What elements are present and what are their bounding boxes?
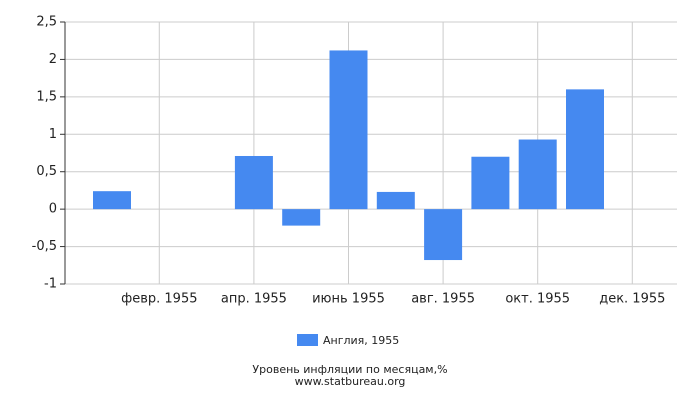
bar — [471, 156, 510, 210]
chart-subtitle: www.statbureau.org — [295, 375, 406, 388]
chart-title: Уровень инфляции по месяцам,% — [252, 363, 447, 376]
y-tick-label: 1 — [49, 127, 57, 142]
x-tick-label: февр. 1955 — [121, 292, 197, 307]
bar — [376, 191, 415, 210]
y-tick-label: 0,5 — [36, 164, 57, 179]
y-tick-label: 2,5 — [36, 15, 57, 30]
bar — [234, 155, 273, 210]
bar — [329, 50, 368, 210]
y-tick-label: -1 — [44, 277, 57, 292]
x-tick-label: окт. 1955 — [505, 292, 570, 307]
y-tick-label: 0 — [49, 202, 57, 217]
x-tick-label: дек. 1955 — [599, 292, 665, 307]
bar — [282, 209, 321, 226]
bar — [93, 191, 131, 210]
x-tick-label: апр. 1955 — [221, 292, 287, 307]
x-tick-label: июнь 1955 — [312, 292, 385, 307]
y-tick-label: 2 — [49, 52, 57, 67]
x-tick-label: авг. 1955 — [411, 292, 475, 307]
y-tick-label: 1,5 — [36, 89, 57, 104]
y-tick-label: -0,5 — [32, 239, 57, 254]
bar — [566, 89, 604, 210]
legend-swatch — [297, 334, 318, 346]
legend-label: Англия, 1955 — [323, 334, 399, 347]
bar — [518, 139, 557, 210]
bar — [424, 209, 463, 261]
